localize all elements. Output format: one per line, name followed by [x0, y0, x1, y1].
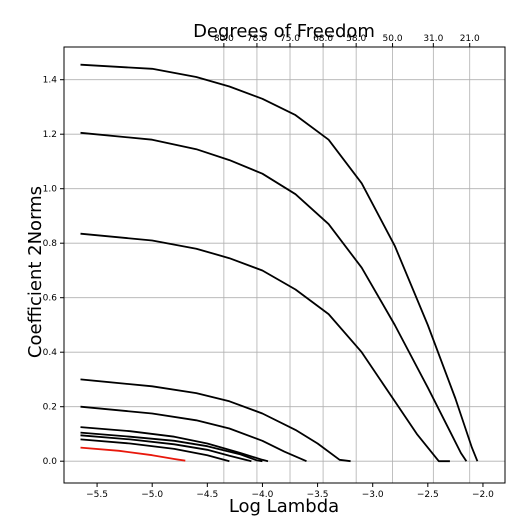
series-line [80, 378, 351, 463]
top-tick-label: 80.0 [214, 34, 234, 44]
grid [64, 47, 505, 483]
y-tick-label: 1.0 [43, 185, 58, 195]
y-axis-ticks: 0.0 0.2 0.4 0.6 0.8 1.0 1.2 1.4 [43, 76, 64, 467]
series-line [80, 438, 230, 463]
y-tick-label: 1.4 [43, 76, 58, 86]
series-line [80, 405, 307, 463]
series-line [80, 63, 479, 462]
x-tick-label: −5.5 [86, 490, 108, 500]
top-tick-label: 58.0 [346, 34, 366, 44]
x-axis-title: Log Lambda [229, 496, 339, 517]
top-axis-ticks: 80.0 78.0 75.0 68.0 58.0 50.0 31.0 21.0 [214, 34, 480, 47]
series-line [80, 426, 269, 463]
x-tick-label: −4.0 [252, 490, 274, 500]
x-axis-ticks: −5.5 −5.0 −4.5 −4.0 −3.5 −3.0 −2.5 −2.0 [86, 483, 494, 500]
top-tick-label: 31.0 [423, 34, 443, 44]
top-tick-label: 75.0 [280, 34, 300, 44]
y-tick-label: 0.4 [43, 348, 58, 358]
top-tick-label: 68.0 [313, 34, 333, 44]
y-tick-label: 0.2 [43, 403, 57, 413]
plot-frame [63, 46, 506, 484]
y-axis-title: Coefficient 2Norms [25, 186, 46, 358]
x-tick-label: −5.0 [141, 490, 163, 500]
x-tick-label: −2.5 [417, 490, 439, 500]
top-tick-label: 50.0 [383, 34, 403, 44]
y-tick-label: 0.6 [43, 294, 58, 304]
top-tick-label: 78.0 [247, 34, 267, 44]
x-tick-label: −2.0 [472, 490, 494, 500]
series-line [80, 431, 263, 463]
series-line [80, 131, 468, 462]
x-tick-label: −3.5 [307, 490, 329, 500]
top-tick-label: 21.0 [460, 34, 480, 44]
x-tick-label: −3.0 [362, 490, 384, 500]
x-tick-label: −4.5 [196, 490, 218, 500]
y-tick-label: 0.0 [43, 457, 58, 467]
series-lines [80, 63, 479, 463]
y-tick-label: 1.2 [43, 130, 57, 140]
top-axis-title: Degrees of Freedom [193, 21, 375, 42]
y-tick-label: 0.8 [43, 239, 58, 249]
series-line [80, 232, 450, 463]
series-line [80, 446, 186, 462]
series-line [80, 434, 252, 463]
